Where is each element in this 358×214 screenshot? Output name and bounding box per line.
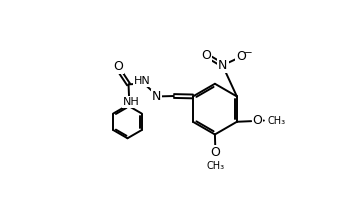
Text: O: O: [113, 60, 123, 73]
Text: −: −: [244, 48, 253, 58]
Text: CH₃: CH₃: [207, 161, 225, 171]
Text: N: N: [218, 59, 228, 72]
Text: CH₃: CH₃: [269, 116, 287, 126]
Text: O: O: [236, 50, 246, 63]
Text: O: O: [253, 114, 262, 127]
Text: O: O: [211, 146, 220, 159]
Text: O: O: [202, 49, 211, 62]
Text: HN: HN: [134, 76, 151, 86]
Text: NH: NH: [123, 97, 140, 107]
Text: CH₃: CH₃: [267, 116, 285, 126]
Text: N: N: [152, 90, 161, 103]
